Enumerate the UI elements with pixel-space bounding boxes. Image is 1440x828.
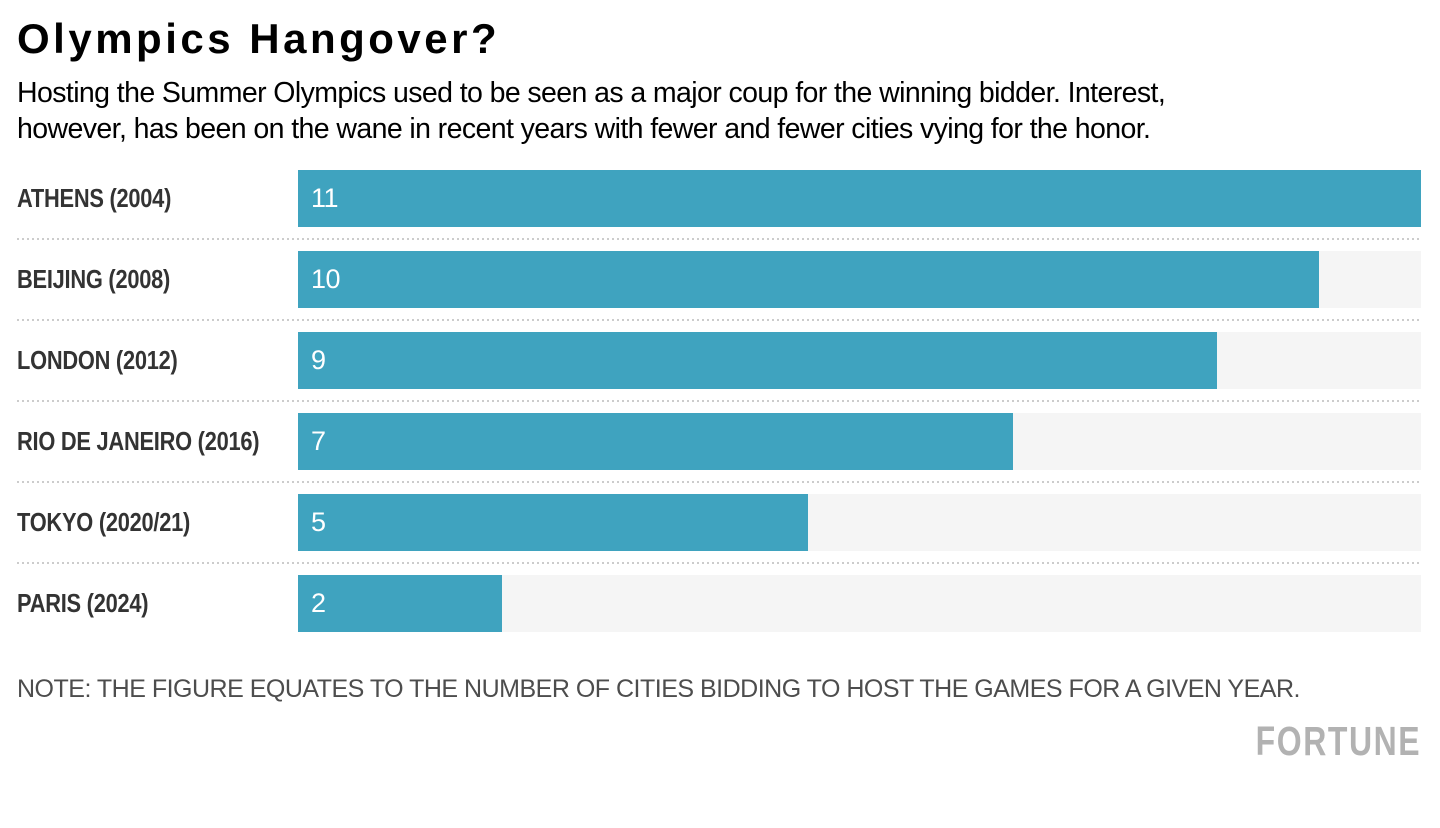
chart-rows: ATHENS (2004) 11 BEIJING (2008) 10 LONDO…	[17, 170, 1421, 633]
bar-track: 5	[298, 494, 1421, 552]
category-label-wrap: ATHENS (2004)	[17, 170, 298, 227]
category-label-wrap: BEIJING (2008)	[17, 251, 298, 308]
subtitle-line-2: however, has been on the wane in recent …	[17, 113, 1151, 146]
category-label-wrap: PARIS (2024)	[17, 575, 298, 632]
bar-track: 10	[298, 251, 1421, 309]
bar-value-label: 7	[311, 426, 326, 457]
category-label: BEIJING (2008)	[17, 264, 171, 295]
bar: 5	[298, 494, 809, 552]
bar-chart: ATHENS (2004) 11 BEIJING (2008) 10 LONDO…	[17, 170, 1421, 633]
bar: 7	[298, 413, 1013, 471]
row-separator	[17, 481, 1421, 484]
category-label: TOKYO (2020/21)	[17, 507, 191, 538]
chart-subtitle: Hosting the Summer Olympics used to be s…	[17, 75, 1421, 147]
category-label: PARIS (2024)	[17, 588, 149, 619]
bar-value-label: 9	[311, 345, 326, 376]
category-label: RIO DE JANEIRO (2016)	[17, 426, 260, 457]
page-title: Olympics Hangover?	[17, 15, 501, 62]
chart-row: PARIS (2024) 2	[17, 575, 1421, 633]
chart-row: LONDON (2012) 9	[17, 332, 1421, 390]
bar: 10	[298, 251, 1319, 309]
bar: 11	[298, 170, 1421, 228]
bar-track: 11	[298, 170, 1421, 228]
chart-row: ATHENS (2004) 11	[17, 170, 1421, 228]
bar-value-label: 2	[311, 588, 326, 619]
fortune-logo: FORTUNE	[1255, 718, 1421, 765]
category-label-wrap: TOKYO (2020/21)	[17, 494, 298, 551]
bar-value-label: 10	[311, 264, 341, 295]
category-label-wrap: RIO DE JANEIRO (2016)	[17, 413, 298, 470]
category-label: LONDON (2012)	[17, 345, 178, 376]
chart-row: BEIJING (2008) 10	[17, 251, 1421, 309]
bar: 9	[298, 332, 1217, 390]
chart-row: TOKYO (2020/21) 5	[17, 494, 1421, 552]
row-separator	[17, 400, 1421, 403]
bar-track: 2	[298, 575, 1421, 633]
brand-row: FORTUNE	[17, 721, 1421, 762]
category-label-wrap: LONDON (2012)	[17, 332, 298, 389]
bar-value-label: 11	[311, 183, 339, 214]
row-separator	[17, 238, 1421, 241]
chart-note: NOTE: THE FIGURE EQUATES TO THE NUMBER O…	[17, 675, 1300, 704]
bar-track: 9	[298, 332, 1421, 390]
chart-row: RIO DE JANEIRO (2016) 7	[17, 413, 1421, 471]
row-separator	[17, 562, 1421, 565]
row-separator	[17, 319, 1421, 322]
bar: 2	[298, 575, 503, 633]
subtitle-line-1: Hosting the Summer Olympics used to be s…	[17, 77, 1166, 110]
bar-track: 7	[298, 413, 1421, 471]
category-label: ATHENS (2004)	[17, 183, 172, 214]
bar-value-label: 5	[311, 507, 326, 538]
